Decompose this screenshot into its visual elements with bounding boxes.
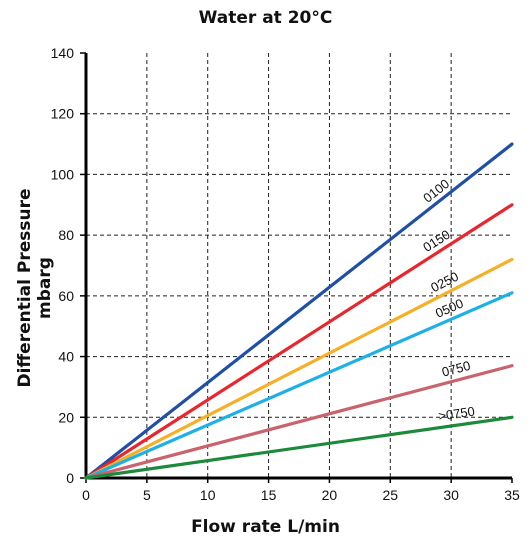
series-label-3: .0250 bbox=[425, 269, 461, 297]
series-label-5: 0750 bbox=[440, 358, 472, 380]
y-tick-label: 40 bbox=[58, 349, 74, 365]
x-tick-label: 10 bbox=[200, 487, 216, 503]
x-tick-label: 35 bbox=[504, 487, 520, 503]
series-label-1: 0100 bbox=[420, 176, 452, 206]
x-axis-title: Flow rate L/min bbox=[191, 517, 340, 537]
x-tick-label: 0 bbox=[82, 487, 90, 503]
x-tick-label: 5 bbox=[143, 487, 151, 503]
chart-title: Water at 20°C bbox=[198, 8, 333, 28]
series-label-6: >0750 bbox=[437, 404, 475, 424]
series-line-5 bbox=[84, 364, 514, 480]
series-line-3 bbox=[84, 257, 514, 480]
y-tick-label: 80 bbox=[58, 227, 74, 243]
y-tick-label: 20 bbox=[58, 409, 74, 425]
y-tick-label: 60 bbox=[58, 288, 74, 304]
series-label-2: 0150 bbox=[420, 227, 452, 255]
y-tick-label: 120 bbox=[51, 106, 75, 122]
y-tick-label: 0 bbox=[66, 470, 74, 486]
x-tick-label: 15 bbox=[261, 487, 277, 503]
x-tick-label: 25 bbox=[382, 487, 398, 503]
series-line-2 bbox=[84, 203, 514, 480]
x-tick-label: 30 bbox=[443, 487, 459, 503]
series-line-1 bbox=[84, 142, 514, 480]
series-line-4 bbox=[84, 291, 514, 480]
series-line-6 bbox=[84, 415, 514, 480]
series-label-4: 0500 bbox=[433, 296, 466, 321]
x-tick-label: 20 bbox=[322, 487, 338, 503]
y-tick-label: 140 bbox=[51, 45, 75, 61]
y-tick-label: 100 bbox=[51, 166, 75, 182]
